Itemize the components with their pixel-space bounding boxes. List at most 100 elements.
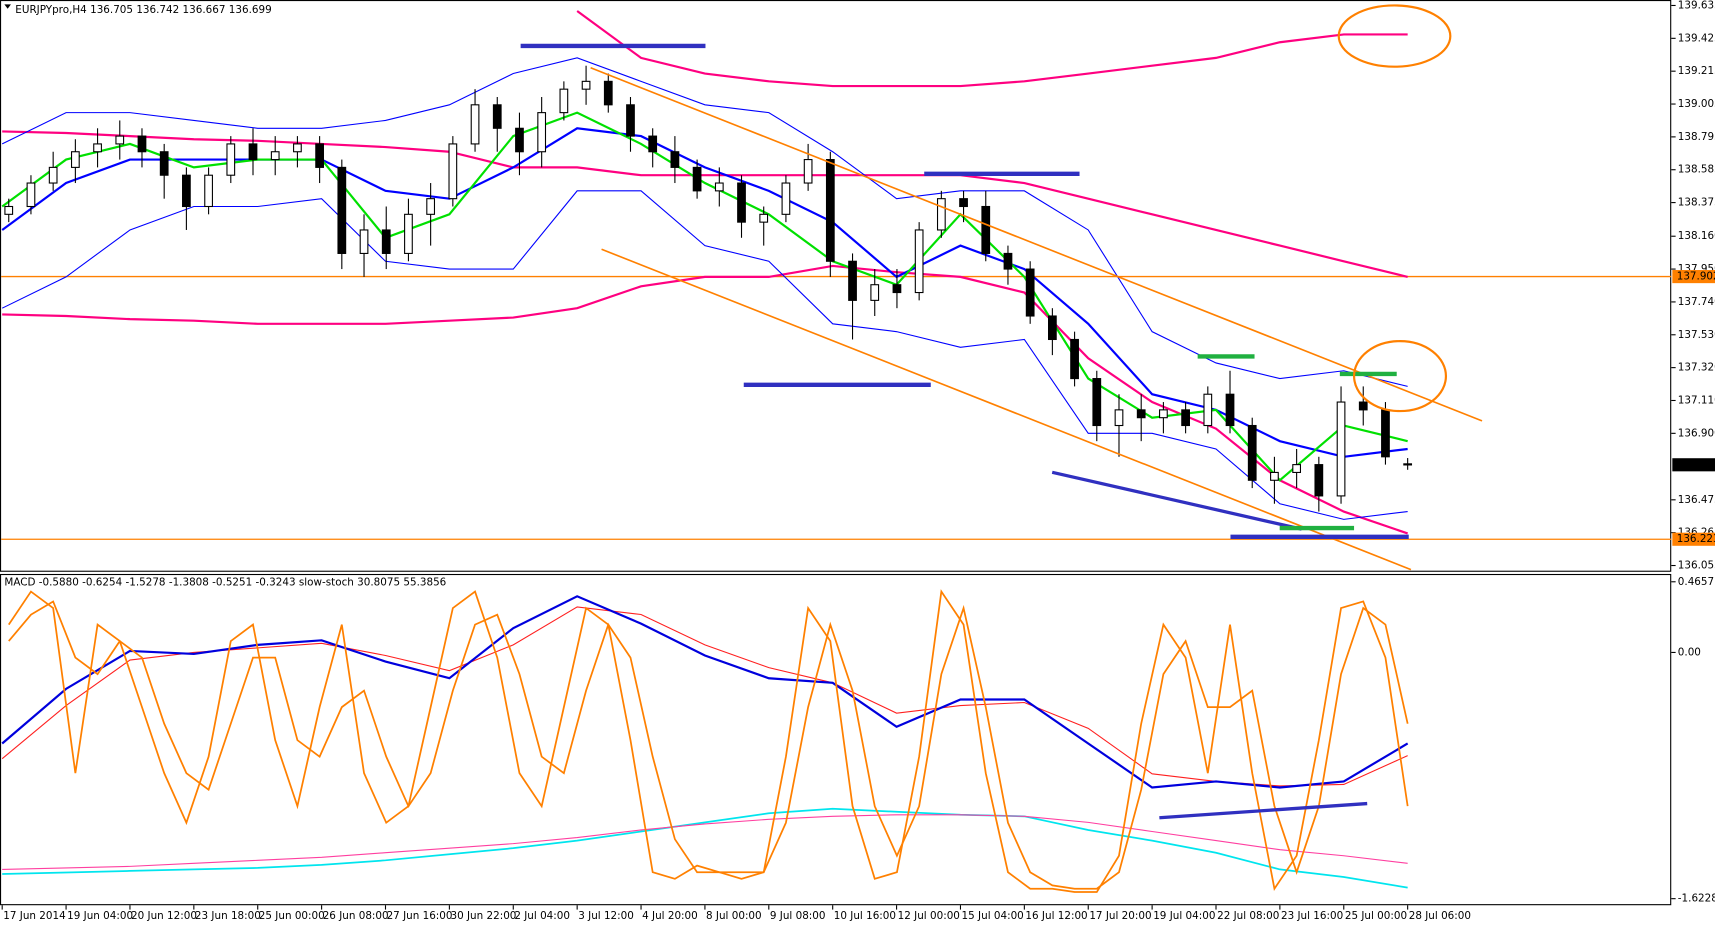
x-tick-label: 19 Jul 04:00 — [1153, 910, 1215, 922]
y-tick-label: 138.795 — [1678, 131, 1715, 143]
candle-body — [381, 229, 391, 254]
x-tick-label: 26 Jun 08:00 — [323, 910, 389, 922]
candle-body — [1048, 315, 1057, 341]
channel-line — [601, 248, 1412, 571]
x-tick-label: 30 Jun 22:00 — [450, 910, 516, 922]
indicator-line — [1, 606, 1408, 787]
x-tick-label: 17 Jul 20:00 — [1089, 910, 1151, 922]
candle-body — [359, 229, 369, 254]
x-tick-label: 20 Jun 12:00 — [131, 910, 197, 922]
y-tick-label: -1.6228 — [1678, 893, 1715, 905]
candle-body — [692, 166, 702, 192]
high: 136.742 — [136, 4, 179, 16]
x-tick-label: 19 Jun 04:00 — [67, 910, 133, 922]
y-tick-label: 139.635 — [1678, 0, 1715, 11]
x-tick-label: 23 Jul 16:00 — [1281, 910, 1343, 922]
candle-body — [270, 151, 280, 161]
candle-body — [892, 284, 902, 294]
candle-body — [115, 135, 125, 145]
y-tick-label: 137.950 — [1678, 263, 1715, 275]
candle-body — [93, 143, 102, 153]
x-tick-label: 10 Jul 16:00 — [834, 910, 896, 922]
candle-body — [1114, 409, 1124, 427]
candle-body — [848, 260, 857, 301]
candle-body — [1181, 409, 1190, 427]
x-tick-label: 27 Jun 16:00 — [387, 910, 453, 922]
candle-body — [803, 159, 813, 184]
close: 136.699 — [229, 4, 272, 16]
candle-body — [248, 143, 258, 161]
x-tick-label: 28 Jul 06:00 — [1409, 910, 1471, 922]
x-tick-label: 8 Jul 00:00 — [706, 910, 762, 922]
candle-body — [1403, 463, 1413, 466]
overlay-line — [1, 111, 1408, 482]
main-header: EURJPYpro,H4 136.705 136.742 136.667 136… — [15, 4, 271, 16]
candle-body — [1092, 378, 1102, 427]
highlight-ellipse — [1337, 4, 1452, 68]
candle-body — [1358, 401, 1368, 411]
candle-body — [515, 127, 524, 153]
candle-body — [581, 80, 591, 90]
candle-body — [1070, 338, 1079, 380]
candle-body — [1203, 393, 1213, 427]
candle-body — [825, 159, 835, 262]
candle-body — [48, 166, 58, 184]
indicator-line — [1, 595, 1409, 789]
candle-body — [70, 151, 80, 168]
candle-body — [1314, 464, 1324, 497]
candle-body — [404, 213, 413, 254]
y-tick-label: 137.110 — [1678, 394, 1715, 406]
candle-body — [1247, 424, 1257, 481]
candle-body — [1292, 464, 1302, 473]
indicator-line — [8, 589, 1409, 893]
indicator-header: MACD -0.5880 -0.6254 -1.5278 -1.3808 -0.… — [4, 577, 446, 589]
candle-body — [315, 143, 324, 168]
candle-body — [4, 205, 14, 215]
candle-body — [337, 166, 347, 254]
x-tick-label: 25 Jul 00:00 — [1345, 910, 1407, 922]
price-label: 137.902 — [1677, 271, 1715, 283]
candle-body — [492, 104, 502, 129]
y-tick-label: 136.265 — [1678, 527, 1715, 539]
candle-body — [648, 135, 658, 153]
y-tick-label: 139.215 — [1678, 65, 1715, 77]
trend-line — [1159, 801, 1368, 820]
channel-line — [590, 67, 1483, 422]
indicator-line — [2, 814, 1408, 870]
x-tick-label: 12 Jul 00:00 — [898, 910, 960, 922]
candle-body — [1136, 409, 1146, 419]
candle-body — [182, 174, 191, 208]
x-tick-label: 17 Jun 2014 — [3, 910, 66, 922]
candle-body — [603, 80, 613, 106]
y-tick-label: 137.530 — [1678, 329, 1715, 341]
y-tick-label: 138.160 — [1678, 230, 1715, 242]
x-tick-label: 4 Jul 20:00 — [642, 910, 698, 922]
overlay-line — [1, 190, 1408, 520]
candle-body — [470, 104, 480, 145]
price-label-box — [1672, 270, 1715, 284]
candle-body — [626, 104, 635, 137]
candle-body — [959, 198, 968, 208]
candle-body — [714, 182, 724, 192]
x-tick-label: 2 Jul 04:00 — [514, 910, 570, 922]
indicator-line — [8, 600, 1409, 890]
candle-body — [870, 284, 880, 301]
y-tick-label: 136.475 — [1678, 494, 1715, 506]
low: 136.667 — [183, 4, 226, 16]
y-tick-label: 137.320 — [1678, 362, 1715, 374]
indicator-panel-border — [0, 573, 1672, 906]
y-tick-label: 137.740 — [1678, 296, 1715, 308]
overlay-line — [2, 264, 1409, 535]
y-tick-label: 138.375 — [1678, 197, 1715, 209]
y-tick-label: 0.00 — [1678, 646, 1701, 658]
trend-line — [1051, 470, 1302, 531]
candle-body — [204, 174, 213, 208]
x-tick-label: 25 Jun 00:00 — [259, 910, 325, 922]
main-panel-border — [0, 0, 1672, 572]
x-tick-label: 16 Jul 12:00 — [1025, 910, 1087, 922]
candle-body — [759, 213, 769, 223]
indicator-line — [2, 807, 1408, 889]
x-tick-label: 23 Jun 18:00 — [195, 910, 261, 922]
candle-body — [781, 182, 791, 215]
